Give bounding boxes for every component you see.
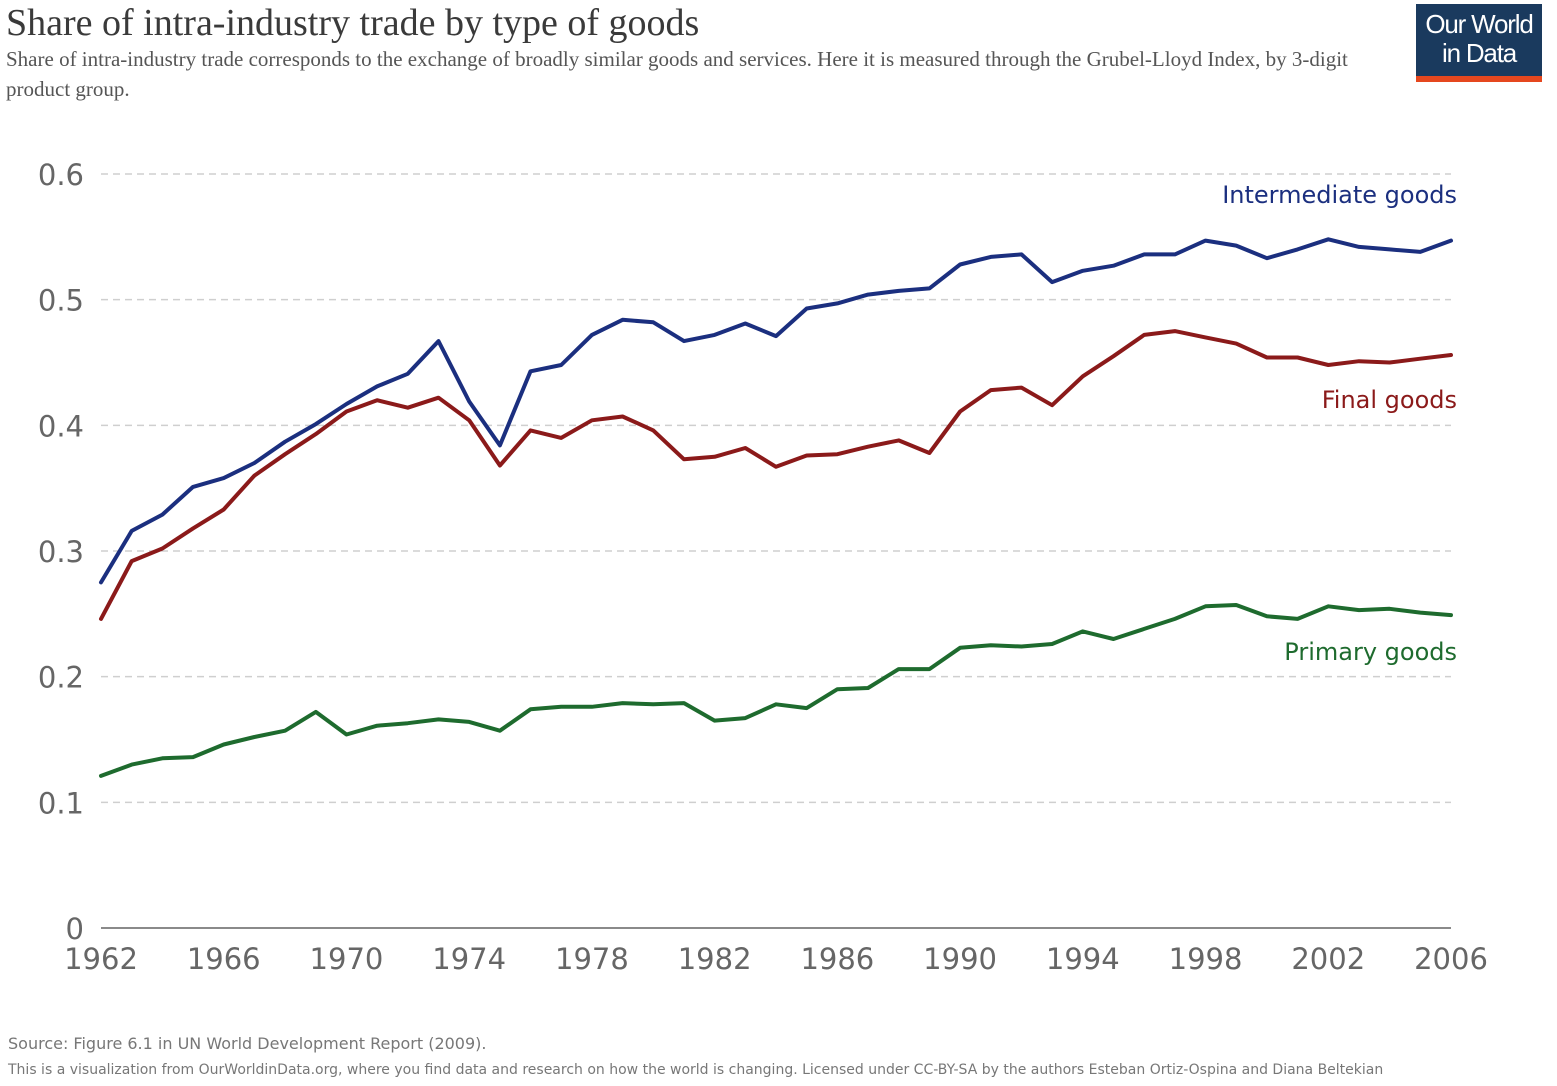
x-tick-label: 2006: [1414, 942, 1488, 976]
x-tick-label: 1970: [310, 942, 384, 976]
logo-line-1: Our World: [1425, 9, 1533, 39]
line-chart: 0 0.1 0.2 0.3 0.4 0.5 0.6 1962 1966 1970 1974 1978 1…: [38, 158, 1488, 976]
logo-accent-bar: [1416, 76, 1542, 82]
x-tick-label: 1962: [64, 942, 138, 976]
series-line: [99, 237, 1453, 585]
series-label: Intermediate goods: [1222, 181, 1457, 209]
series-line: [99, 329, 1453, 621]
series-line: [99, 603, 1453, 778]
y-tick-label: 0.2: [38, 661, 84, 695]
series-label: Final goods: [1322, 386, 1457, 414]
y-tick-label: 0.5: [38, 284, 84, 318]
y-tick-label: 0.4: [38, 409, 84, 443]
y-tick-label: 0.6: [38, 158, 84, 192]
x-tick-label: 1990: [923, 942, 997, 976]
y-tick-label: 0: [66, 912, 84, 946]
y-tick-label: 0.3: [38, 535, 84, 569]
y-tick-label: 0.1: [38, 786, 84, 820]
owid-logo[interactable]: Our World in Data: [1416, 4, 1542, 82]
x-tick-label: 1982: [678, 942, 752, 976]
x-tick-label: 1974: [432, 942, 506, 976]
x-tick-label: 1966: [187, 942, 261, 976]
x-tick-label: 2002: [1291, 942, 1365, 976]
x-tick-label: 1998: [1169, 942, 1243, 976]
chart-title: Share of intra-industry trade by type of…: [6, 2, 700, 44]
source-note: Source: Figure 6.1 in UN World Developme…: [8, 1034, 487, 1053]
x-tick-label: 1994: [1046, 942, 1120, 976]
chart-subtitle: Share of intra-industry trade correspond…: [6, 47, 1348, 101]
series-label: Primary goods: [1284, 638, 1457, 666]
license-notice: This is a visualization from OurWorldinD…: [8, 1062, 1384, 1078]
x-tick-label: 1986: [800, 942, 874, 976]
logo-line-2: in Data: [1442, 38, 1517, 68]
x-tick-label: 1978: [555, 942, 629, 976]
